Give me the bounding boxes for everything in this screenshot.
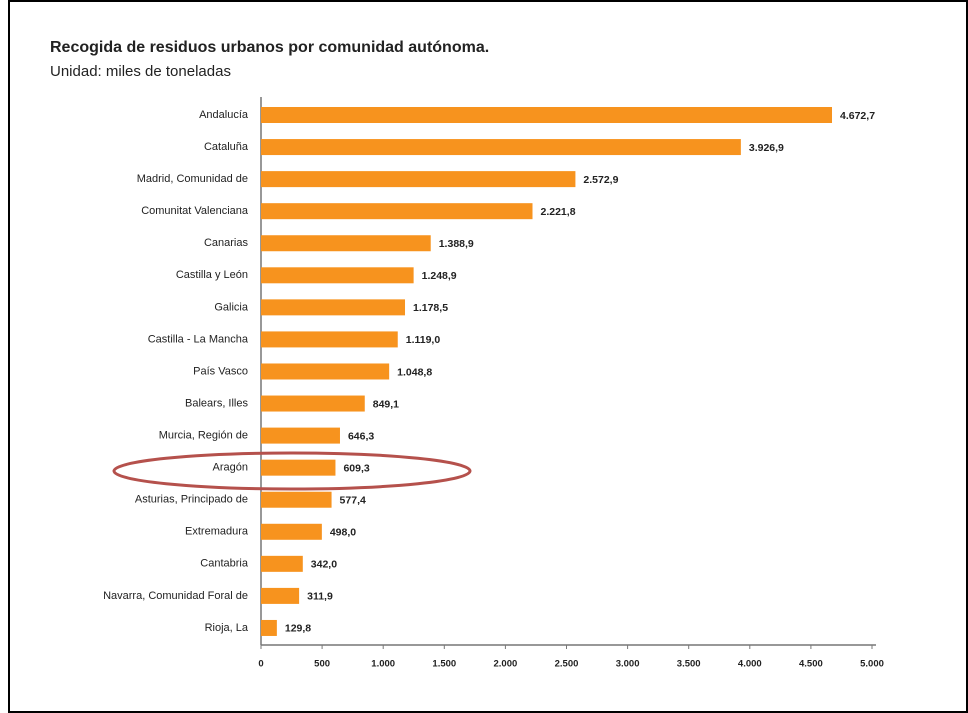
y-tick-label: Murcia, Región de [159,430,248,442]
data-label: 129,8 [285,623,311,635]
y-tick-label: Madrid, Comunidad de [137,173,248,185]
y-tick-label: Asturias, Principado de [135,494,248,506]
data-label: 1.248,9 [422,270,457,282]
data-label: 2.221,8 [541,206,576,218]
chart-subtitle: Unidad: miles de toneladas [50,63,231,80]
y-tick-label: Andalucía [199,109,249,121]
y-tick-label: País Vasco [193,365,248,377]
data-label: 498,0 [330,527,356,539]
y-tick-label: Galicia [214,301,249,313]
bar [261,267,414,284]
x-tick-label: 4.500 [799,659,823,670]
data-label: 577,4 [340,495,366,507]
y-tick-label: Rioja, La [205,622,249,634]
x-tick-label: 2.000 [494,659,518,670]
bar [261,427,340,444]
y-tick-label: Cantabria [200,558,249,570]
y-tick-label: Canarias [204,237,249,249]
x-tick-label: 2.500 [555,659,579,670]
bar [261,491,332,508]
x-tick-label: 0 [258,659,263,670]
data-label: 1.178,5 [413,302,448,314]
data-label: 849,1 [373,398,399,410]
data-label: 342,0 [311,559,337,571]
data-label: 646,3 [348,430,374,442]
y-tick-label: Castilla - La Mancha [148,333,249,345]
x-tick-label: 3.000 [616,659,640,670]
y-tick-label: Castilla y León [176,269,248,281]
data-label: 311,9 [307,591,333,603]
bar [261,395,365,412]
data-label: 4.672,7 [840,110,875,122]
bar [261,299,406,316]
bar [261,203,533,220]
y-tick-label: Aragón [213,462,248,474]
frame [8,0,968,713]
data-label: 609,3 [343,462,369,474]
data-label: 1.048,8 [397,366,432,378]
y-tick-label: Navarra, Comunidad Foral de [103,590,248,602]
bar [261,235,431,252]
x-tick-label: 4.000 [738,659,762,670]
x-tick-label: 5.000 [860,659,884,670]
data-label: 3.926,9 [749,142,784,154]
bar [261,107,833,123]
data-label: 1.388,9 [439,238,474,250]
bar [261,555,303,572]
x-tick-label: 1.500 [432,659,456,670]
x-tick-label: 500 [314,659,330,670]
y-tick-label: Comunitat Valenciana [141,205,249,217]
data-label: 2.572,9 [583,174,618,186]
y-tick-label: Extremadura [185,526,249,538]
x-tick-label: 3.500 [677,659,701,670]
bar [261,619,277,636]
bar [261,587,300,604]
bar [261,363,390,380]
bar [261,459,336,476]
y-tick-label: Balears, Illes [185,397,248,409]
bar [261,331,398,348]
bar [261,171,576,188]
bar [261,139,741,156]
highlight-ellipse [112,451,472,491]
bar [261,523,322,540]
chart-title: Recogida de residuos urbanos por comunid… [50,39,489,56]
x-tick-label: 1.000 [371,659,395,670]
data-label: 1.119,0 [406,334,441,346]
plot: 0 500 1.000 1.500 2.000 2.500 3.000 3.500 4.000 4… [103,97,884,670]
y-tick-label: Cataluña [204,141,249,153]
